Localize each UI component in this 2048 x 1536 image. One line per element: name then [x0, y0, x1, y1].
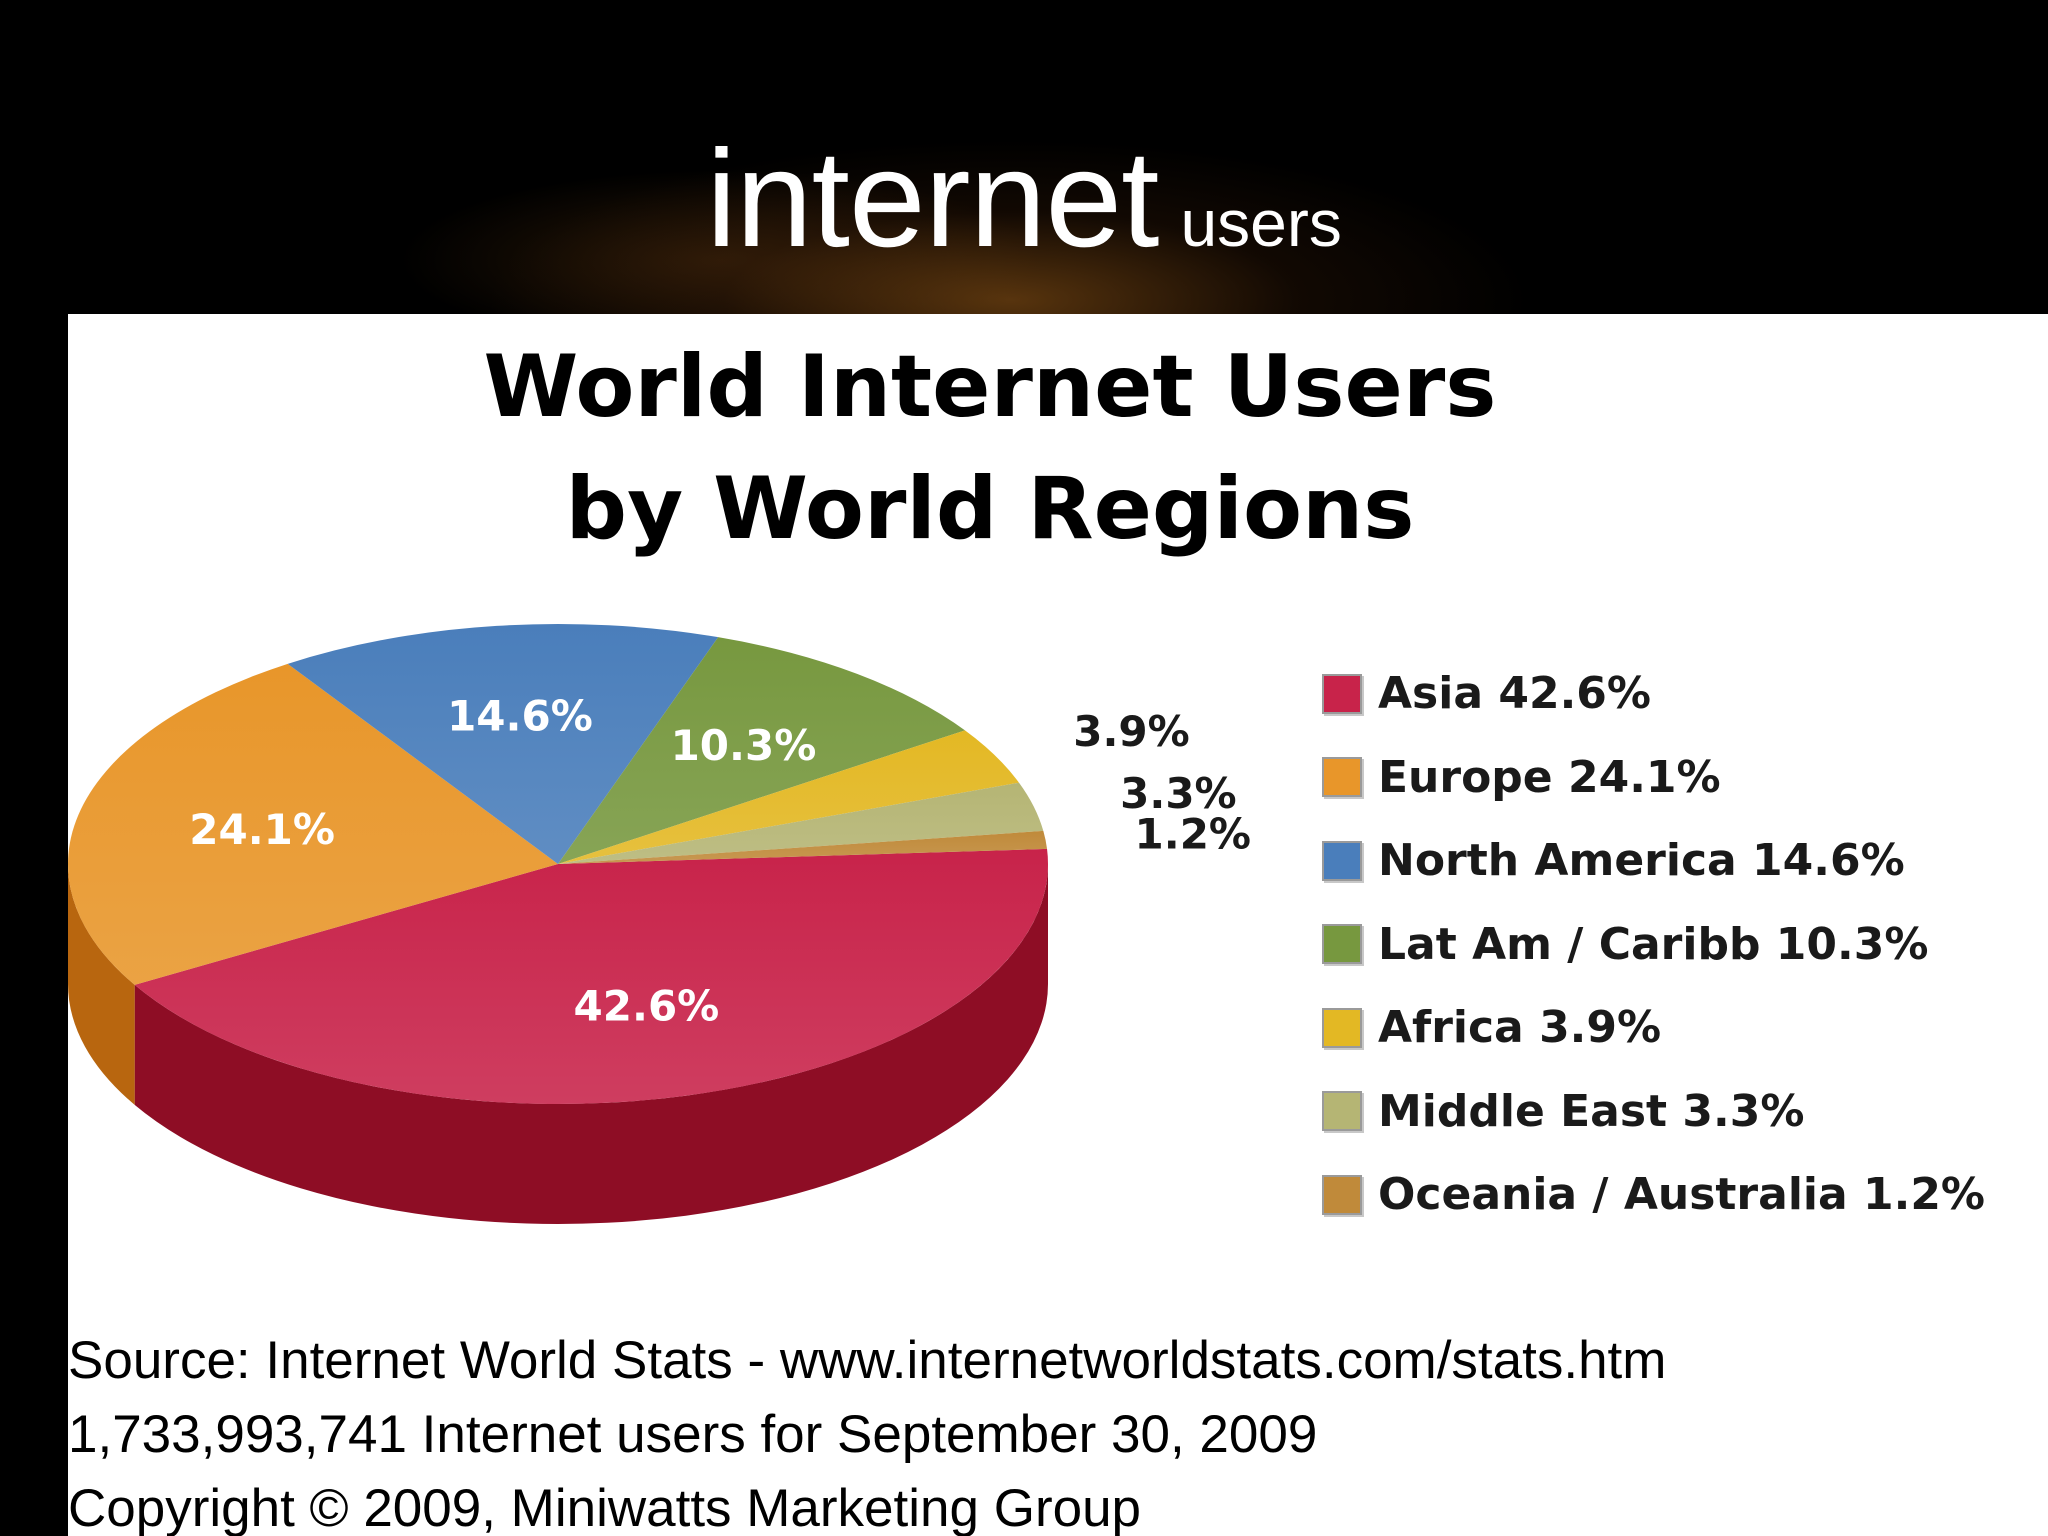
legend-swatch-oceania-australia: [1322, 1174, 1362, 1215]
legend-label-europe: Europe 24.1%: [1378, 751, 1721, 803]
legend-label-lat-am-caribb: Lat Am / Caribb 10.3%: [1378, 918, 1929, 970]
pie-label-oceania-australia: 1.2%: [1135, 810, 1251, 859]
copyright-line: Copyright © 2009, Miniwatts Marketing Gr…: [68, 1479, 1142, 1536]
chart-legend: Asia 42.6% Europe 24.1% North America 14…: [1322, 652, 1985, 1237]
legend-swatch-middle-east: [1322, 1091, 1362, 1132]
legend-label-africa: Africa 3.9%: [1378, 1002, 1662, 1054]
pie-label-north-america: 14.6%: [447, 691, 593, 740]
legend-item-europe: Europe 24.1%: [1322, 736, 1985, 820]
source-footer: Source: Internet World Stats - www.inter…: [68, 1324, 1666, 1536]
pie-slice-europe: [67, 663, 558, 985]
legend-label-asia: Asia 42.6%: [1378, 668, 1651, 720]
chart-title-line-2: by World Regions: [565, 459, 1415, 559]
legend-swatch-asia: [1322, 673, 1362, 714]
pie-slice-lat-am-caribb: [558, 637, 965, 864]
pie-label-africa: 3.9%: [1073, 707, 1189, 756]
legend-item-africa: Africa 3.9%: [1322, 986, 1985, 1070]
pie-slice-asia: [134, 848, 1049, 1104]
legend-item-north-america: North America 14.6%: [1322, 819, 1985, 903]
pie-label-asia: 42.6%: [574, 981, 720, 1030]
pie-chart: 42.6% 24.1% 14.6% 10.3% 3.9% 3.3%1.2%: [67, 624, 1251, 1224]
legend-label-oceania-australia: Oceania / Australia 1.2%: [1378, 1169, 1986, 1221]
legend-label-middle-east: Middle East 3.3%: [1378, 1085, 1805, 1137]
legend-swatch-europe: [1322, 757, 1362, 798]
chart-title: World Internet Users by World Regions: [0, 326, 1980, 570]
pie-label-middle-east: 3.3%: [1120, 769, 1236, 818]
pie-side-europe: [68, 864, 135, 1105]
chart-title-line-1: World Internet Users: [483, 337, 1497, 437]
slide-title-main: internet: [706, 122, 1159, 276]
legend-item-asia: Asia 42.6%: [1322, 652, 1985, 736]
slide-title-sub: users: [1180, 186, 1342, 260]
pie-slice-north-america: [287, 624, 719, 864]
pie-side-asia: [134, 864, 1049, 1224]
legend-swatch-africa: [1322, 1007, 1362, 1048]
pie-slice-oceania-australia: [558, 830, 1048, 864]
legend-swatch-lat-am-caribb: [1322, 924, 1362, 965]
legend-swatch-north-america: [1322, 840, 1362, 881]
legend-item-middle-east: Middle East 3.3%: [1322, 1070, 1985, 1154]
legend-item-oceania-australia: Oceania / Australia 1.2%: [1322, 1153, 1985, 1237]
user-count-line: 1,733,993,741 Internet users for Septemb…: [68, 1405, 1318, 1464]
pie-label-lat-am-caribb: 10.3%: [671, 721, 817, 770]
slide-title: internet users: [0, 120, 2048, 279]
pie-label-europe: 24.1%: [189, 805, 335, 854]
legend-item-lat-am-caribb: Lat Am / Caribb 10.3%: [1322, 903, 1985, 987]
pie-slice-middle-east: [558, 782, 1044, 864]
chart-image-panel: World Internet Users by World Regions 42…: [67, 314, 2048, 1536]
legend-label-north-america: North America 14.6%: [1378, 835, 1905, 887]
pie-slice-africa: [558, 730, 1020, 864]
source-line: Source: Internet World Stats - www.inter…: [68, 1331, 1667, 1390]
